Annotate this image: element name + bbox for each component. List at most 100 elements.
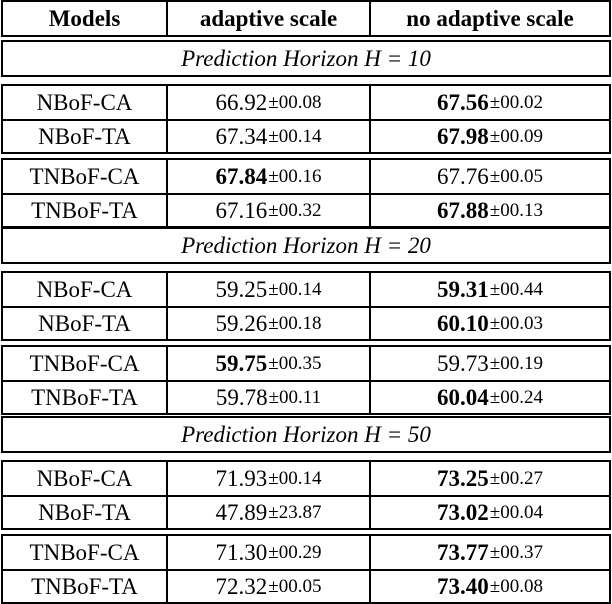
no-adaptive-scale-value: 60.10 ±00.03 <box>371 307 609 341</box>
value-std: ±00.14 <box>268 126 322 147</box>
horizon-row: Prediction Horizon H = 20 <box>3 229 609 262</box>
table-row: NBoF-CA 71.93 ±00.14 73.25 ±00.27 <box>3 462 609 495</box>
horizon-row: Prediction Horizon H = 10 <box>3 42 609 75</box>
horizon-row-box: Prediction Horizon H = 10 <box>1 40 611 77</box>
horizon-label: Prediction Horizon H = 20 <box>181 232 431 258</box>
value-std: ±00.35 <box>268 352 322 374</box>
model-name: NBoF-CA <box>36 89 133 115</box>
value-mean: 59.75 <box>215 350 268 376</box>
row-divider <box>3 193 609 195</box>
adaptive-scale-value: 71.93 ±00.14 <box>166 462 371 495</box>
value-std: ±00.03 <box>489 313 543 334</box>
value-std: ±00.08 <box>268 91 322 113</box>
value-std: ±00.05 <box>268 576 322 597</box>
model-name: NBoF-CA <box>36 276 133 302</box>
adaptive-scale-value: 59.26 ±00.18 <box>166 307 371 341</box>
adaptive-scale-value: 72.32 ±00.05 <box>166 570 371 604</box>
model-name: NBoF-TA <box>38 124 131 149</box>
value-std: ±00.02 <box>489 91 543 113</box>
adaptive-scale-value: 67.34 ±00.14 <box>166 120 371 154</box>
row-divider <box>3 380 609 382</box>
table-row: TNBoF-CA 67.84 ±00.16 67.76 ±00.05 <box>3 160 609 193</box>
value-mean: 67.34 <box>215 124 268 149</box>
row-group-box: NBoF-CA 71.93 ±00.14 73.25 ±00.27 NBoF-TA 47.8… <box>1 460 611 530</box>
table-row: TNBoF-CA 59.75 ±00.35 59.73 ±00.19 <box>3 347 609 380</box>
horizon-row-box: Prediction Horizon H = 20 <box>1 227 611 264</box>
value-mean: 59.73 <box>437 350 489 376</box>
horizon-row: Prediction Horizon H = 50 <box>3 418 609 451</box>
value-mean: 71.30 <box>215 539 268 565</box>
no-adaptive-scale-value: 60.04 ±00.24 <box>371 381 609 415</box>
model-name: NBoF-TA <box>38 311 131 336</box>
model-name: TNBoF-CA <box>29 539 140 565</box>
horizon-row-box: Prediction Horizon H = 50 <box>1 416 611 453</box>
row-group-box: TNBoF-CA 67.84 ±00.16 67.76 ±00.05 TNBoF-TA 67… <box>1 158 611 228</box>
no-adaptive-scale-value: 67.88 ±00.13 <box>371 194 609 228</box>
table-row: NBoF-TA 59.26 ±00.18 60.10 ±00.03 <box>3 307 609 341</box>
value-std: ±00.08 <box>489 576 543 597</box>
value-std: ±00.32 <box>268 200 322 221</box>
value-std: ±00.09 <box>489 126 543 147</box>
model-name: TNBoF-TA <box>31 385 138 410</box>
value-mean: 73.25 <box>437 465 489 491</box>
value-mean: 73.40 <box>437 574 489 599</box>
value-mean: 59.78 <box>215 385 268 410</box>
horizon-label: Prediction Horizon H = 50 <box>181 421 431 447</box>
value-std: ±00.44 <box>489 278 543 300</box>
row-divider <box>3 119 609 121</box>
no-adaptive-scale-value: 73.25 ±00.27 <box>371 462 609 495</box>
value-mean: 59.26 <box>215 311 268 336</box>
adaptive-scale-value: 66.92 ±00.08 <box>166 86 371 119</box>
no-adaptive-scale-value: 67.56 ±00.02 <box>371 86 609 119</box>
value-std: ±00.11 <box>268 387 322 408</box>
table-row: TNBoF-TA 72.32 ±00.05 73.40 ±00.08 <box>3 570 609 604</box>
header-row: Models adaptive scale no adaptive scale <box>3 2 609 35</box>
value-mean: 67.76 <box>437 163 489 189</box>
table-row: TNBoF-TA 67.16 ±00.32 67.88 ±00.13 <box>3 194 609 228</box>
table-row: TNBoF-TA 59.78 ±00.11 60.04 ±00.24 <box>3 381 609 415</box>
value-std: ±23.87 <box>268 502 322 523</box>
no-adaptive-scale-value: 59.31 ±00.44 <box>371 273 609 306</box>
table-row: NBoF-CA 66.92 ±00.08 67.56 ±00.02 <box>3 86 609 119</box>
value-std: ±00.37 <box>489 541 543 563</box>
row-group-box: TNBoF-CA 59.75 ±00.35 59.73 ±00.19 TNBoF-TA 59… <box>1 345 611 415</box>
row-divider <box>3 569 609 571</box>
adaptive-scale-value: 59.75 ±00.35 <box>166 347 371 380</box>
value-std: ±00.05 <box>489 165 543 187</box>
value-mean: 47.89 <box>215 500 268 525</box>
adaptive-scale-value: 67.84 ±00.16 <box>166 160 371 193</box>
no-adaptive-scale-value: 73.77 ±00.37 <box>371 536 609 569</box>
row-divider <box>3 495 609 497</box>
value-std: ±00.18 <box>268 313 322 334</box>
model-name: NBoF-CA <box>36 465 133 491</box>
value-mean: 71.93 <box>215 465 268 491</box>
adaptive-scale-value: 59.78 ±00.11 <box>166 381 371 415</box>
no-adaptive-scale-value: 67.76 ±00.05 <box>371 160 609 193</box>
adaptive-scale-value: 47.89 ±23.87 <box>166 496 371 530</box>
value-mean: 59.25 <box>215 276 268 302</box>
value-mean: 72.32 <box>215 574 268 599</box>
value-mean: 60.04 <box>437 385 489 410</box>
row-divider <box>3 306 609 308</box>
table-row: NBoF-TA 47.89 ±23.87 73.02 ±00.04 <box>3 496 609 530</box>
value-std: ±00.27 <box>489 467 543 489</box>
row-group-box: NBoF-CA 66.92 ±00.08 67.56 ±00.02 NBoF-TA 67.3… <box>1 84 611 154</box>
model-name: TNBoF-CA <box>29 163 140 189</box>
model-name: TNBoF-TA <box>31 574 138 599</box>
no-adaptive-scale-value: 67.98 ±00.09 <box>371 120 609 154</box>
table-row: TNBoF-CA 71.30 ±00.29 73.77 ±00.37 <box>3 536 609 569</box>
adaptive-scale-value: 71.30 ±00.29 <box>166 536 371 569</box>
value-std: ±00.29 <box>268 541 322 563</box>
models-header: Models <box>48 5 121 31</box>
no-adaptive-scale-value: 73.40 ±00.08 <box>371 570 609 604</box>
value-mean: 73.77 <box>437 539 489 565</box>
value-mean: 66.92 <box>215 89 268 115</box>
model-name: NBoF-TA <box>38 500 131 525</box>
no-adaptive-scale-header: no adaptive scale <box>406 5 574 31</box>
value-std: ±00.04 <box>489 502 543 523</box>
value-std: ±00.16 <box>268 165 322 187</box>
value-mean: 67.56 <box>437 89 489 115</box>
table-row: NBoF-TA 67.34 ±00.14 67.98 ±00.09 <box>3 120 609 154</box>
row-group-box: NBoF-CA 59.25 ±00.14 59.31 ±00.44 NBoF-TA 59.2… <box>1 271 611 341</box>
